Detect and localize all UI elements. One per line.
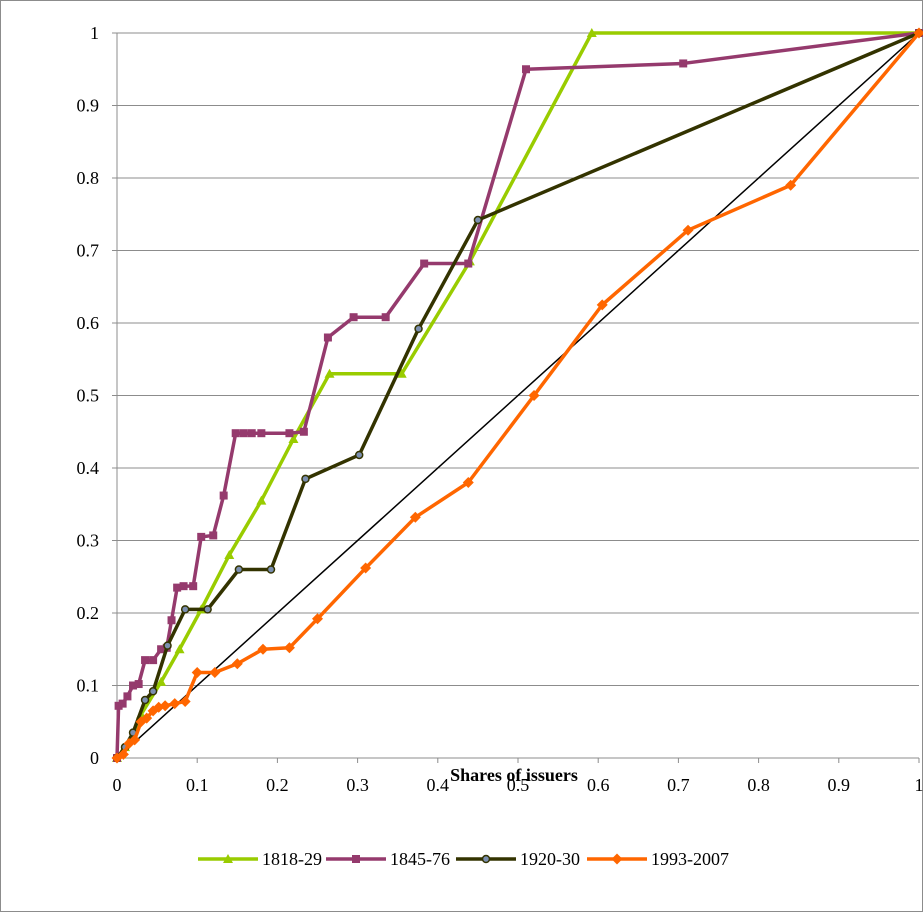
x-tick-label: 1 bbox=[915, 775, 923, 795]
x-tick-label: 0.9 bbox=[828, 775, 851, 795]
legend-marker bbox=[612, 854, 623, 865]
data-point bbox=[168, 616, 176, 624]
data-point bbox=[150, 688, 157, 695]
data-point bbox=[149, 656, 157, 664]
data-point bbox=[248, 429, 256, 437]
x-tick-label: 0.8 bbox=[747, 775, 770, 795]
y-tick-label: 0.4 bbox=[77, 458, 100, 478]
grid bbox=[117, 33, 919, 686]
x-tick-label: 0.4 bbox=[427, 775, 450, 795]
data-point bbox=[257, 429, 265, 437]
legend-item: 1920-30 bbox=[456, 849, 580, 869]
legend-label: 1818-29 bbox=[262, 849, 322, 869]
data-point bbox=[164, 642, 171, 649]
data-point bbox=[267, 566, 274, 573]
data-point bbox=[464, 260, 472, 268]
data-point bbox=[189, 582, 197, 590]
data-point bbox=[197, 533, 205, 541]
data-point bbox=[382, 313, 390, 321]
y-tick-label: 0 bbox=[90, 748, 99, 768]
y-tick-label: 0.5 bbox=[77, 386, 100, 406]
x-tick-label: 0 bbox=[113, 775, 122, 795]
legend-label: 1993-2007 bbox=[651, 849, 729, 869]
data-point bbox=[142, 697, 149, 704]
legend-marker bbox=[483, 856, 490, 863]
data-point bbox=[474, 217, 481, 224]
data-point bbox=[209, 531, 217, 539]
y-tick-label: 0.8 bbox=[77, 168, 100, 188]
data-point bbox=[415, 325, 422, 332]
x-tick-label: 0.7 bbox=[667, 775, 690, 795]
y-tick-label: 0.9 bbox=[77, 96, 100, 116]
y-tick-label: 0.6 bbox=[77, 313, 100, 333]
data-point bbox=[300, 428, 308, 436]
x-tick-label: 0.1 bbox=[186, 775, 209, 795]
legend-item: 1993-2007 bbox=[587, 849, 729, 869]
data-point bbox=[123, 692, 131, 700]
data-point bbox=[420, 260, 428, 268]
data-point bbox=[350, 313, 358, 321]
data-point bbox=[180, 696, 191, 707]
y-tick-label: 0.2 bbox=[77, 603, 100, 623]
data-point bbox=[180, 582, 188, 590]
data-point bbox=[522, 65, 530, 73]
data-point bbox=[141, 656, 149, 664]
y-tick-label: 0.7 bbox=[77, 241, 100, 261]
data-point bbox=[192, 667, 203, 678]
y-tick-label: 0.3 bbox=[77, 531, 100, 551]
data-point bbox=[240, 429, 248, 437]
data-point bbox=[232, 429, 240, 437]
data-point bbox=[182, 606, 189, 613]
data-point bbox=[169, 698, 180, 709]
data-point bbox=[119, 700, 127, 708]
x-tick-label: 0.3 bbox=[346, 775, 369, 795]
legend-marker bbox=[352, 855, 360, 863]
legend: 1818-29 1845-76 1920-30 1993-2007 bbox=[198, 849, 729, 869]
legend-item: 1818-29 bbox=[198, 849, 322, 869]
x-axis-label: Shares of issuers bbox=[450, 765, 578, 785]
data-point bbox=[204, 606, 211, 613]
x-tick-label: 0.6 bbox=[587, 775, 610, 795]
y-tick-label: 0.1 bbox=[77, 676, 100, 696]
data-point bbox=[235, 566, 242, 573]
data-point bbox=[679, 59, 687, 67]
data-point bbox=[209, 667, 220, 678]
y-tick-label: 1 bbox=[90, 23, 99, 43]
data-point bbox=[220, 492, 228, 500]
x-tick-label: 0.2 bbox=[266, 775, 289, 795]
data-point bbox=[285, 429, 293, 437]
data-point bbox=[302, 475, 309, 482]
legend-label: 1845-76 bbox=[390, 849, 450, 869]
legend-label: 1920-30 bbox=[520, 849, 580, 869]
data-point bbox=[135, 680, 143, 688]
legend-item: 1845-76 bbox=[326, 849, 450, 869]
data-point bbox=[356, 451, 363, 458]
data-point bbox=[324, 334, 332, 342]
